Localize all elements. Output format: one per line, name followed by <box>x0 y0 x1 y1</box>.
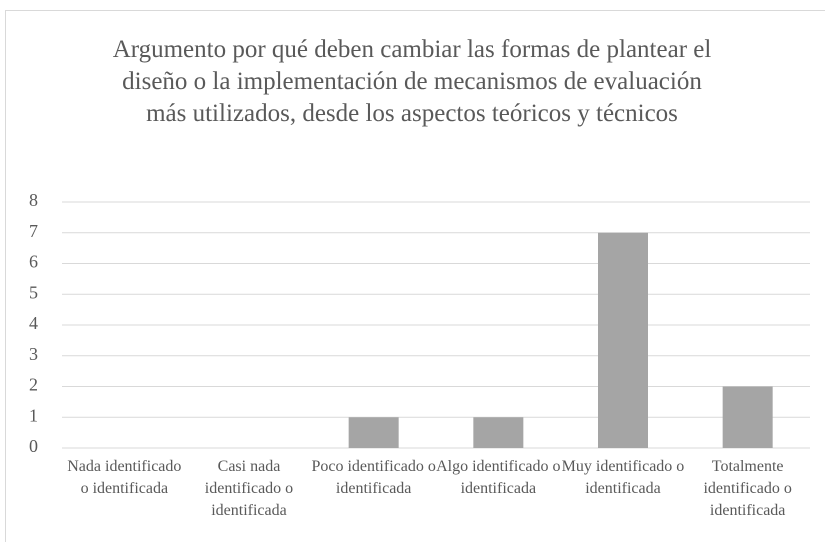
x-tick-label: Nada identificado o identificada <box>67 458 182 497</box>
y-tick-label: 1 <box>29 405 38 425</box>
bar <box>473 417 524 448</box>
chart-border <box>5 10 825 542</box>
y-tick-label: 0 <box>29 436 38 456</box>
chart-title: Argumento por qué deben cambiar las form… <box>112 36 712 127</box>
y-tick-label: 6 <box>29 252 38 272</box>
bar <box>348 417 399 448</box>
y-tick-label: 8 <box>29 190 38 210</box>
y-tick-label: 2 <box>29 375 38 395</box>
y-tick-label: 3 <box>29 344 38 364</box>
x-tick-label: Casi nada identificado o identificada <box>204 458 294 519</box>
x-tick-label: Poco identificado o identificada <box>311 458 436 497</box>
y-tick-label: 7 <box>29 221 38 241</box>
x-tick-label: Algo identificado o identificada <box>436 458 561 497</box>
bar <box>722 386 773 448</box>
bar <box>598 232 648 448</box>
x-tick-label: Totalmente identificado o identificada <box>703 458 792 519</box>
x-tick-label: Muy identificado o identificada <box>561 458 685 497</box>
y-tick-label: 4 <box>29 313 38 333</box>
y-tick-label: 5 <box>29 282 38 302</box>
